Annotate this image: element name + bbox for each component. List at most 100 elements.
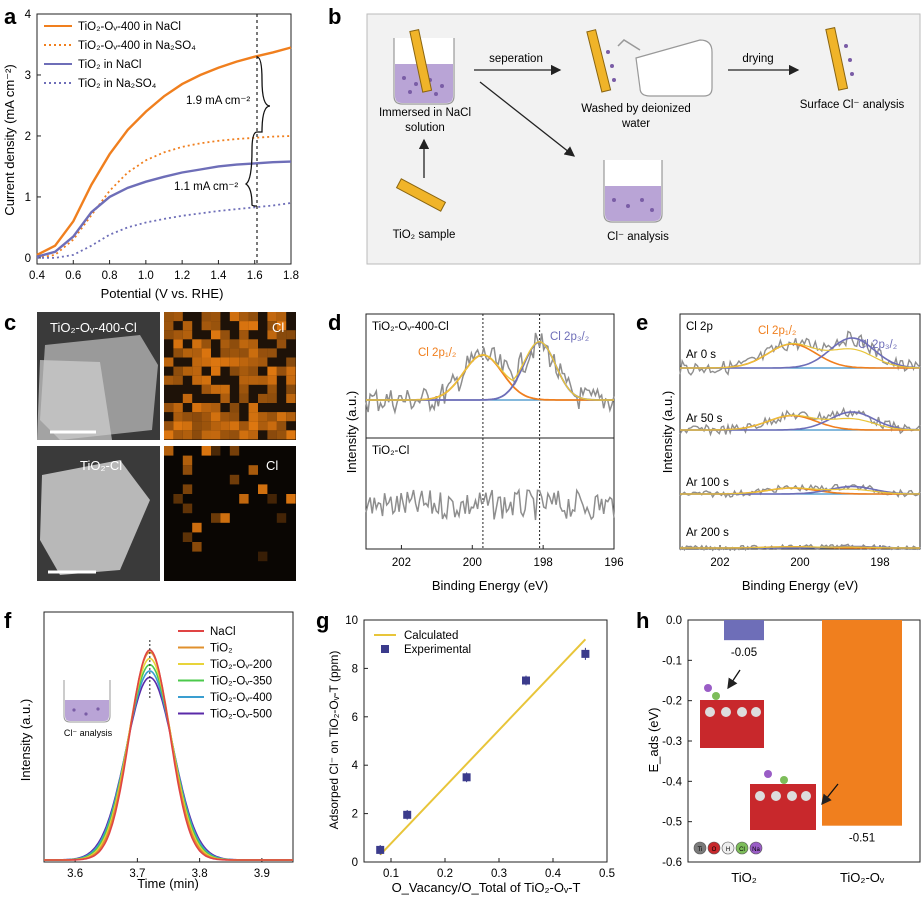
c-top-right-label: Cl	[272, 320, 284, 335]
h-ytick-label: -0.3	[662, 736, 682, 748]
a-xtick-label: 0.8	[102, 270, 118, 282]
c-map-bottom-pixel	[286, 494, 296, 504]
c-map-top-pixel	[239, 348, 249, 358]
a-legend-label-3: TiO₂ in Na₂SO₄	[78, 78, 157, 90]
h-atom-swatch-4	[749, 841, 763, 855]
c-map-top-pixel	[220, 330, 230, 340]
c-map-top-pixel	[248, 366, 258, 376]
c-map-top-pixel	[229, 430, 240, 440]
c-map-top-pixel	[267, 321, 277, 331]
c-map-top-pixel	[229, 366, 240, 376]
c-map-bottom-pixel	[182, 532, 193, 542]
a-legend-label-2: TiO₂ in NaCl	[78, 59, 141, 71]
c-map-bottom-pixel	[211, 513, 221, 523]
a-ytick-label: 1	[25, 192, 31, 204]
c-map-bottom-pixel	[182, 465, 193, 475]
panel-label-e: e	[636, 310, 648, 335]
panel-label-f: f	[4, 608, 12, 633]
c-map-top-pixel	[220, 421, 230, 431]
g-ytick-label: 8	[352, 663, 358, 675]
c-map-top-pixel	[276, 330, 287, 340]
g-ytick-label: 0	[352, 857, 358, 869]
panel-label-b: b	[328, 4, 341, 29]
tio2-sample-icon	[395, 178, 447, 212]
d-xtick-label: 200	[463, 557, 482, 569]
panel-label-c: c	[4, 310, 16, 335]
h-ytick-label: -0.5	[662, 817, 682, 829]
a-ytick-label: 3	[25, 70, 31, 82]
f-series-line-5	[44, 649, 293, 861]
b-step1-line2: solution	[405, 122, 445, 134]
c-map-top-pixel	[248, 357, 258, 367]
c-map-top-pixel	[211, 384, 221, 394]
c-map-top-pixel	[173, 375, 183, 385]
c-map-top-pixel	[201, 375, 211, 385]
a-ytick-label: 4	[25, 9, 32, 21]
h-atom-label-3: Cl	[739, 847, 745, 853]
c-map-top-pixel	[267, 366, 277, 376]
a-series-line-3	[37, 202, 292, 259]
c-map-bottom-pixel	[182, 503, 193, 514]
c-map-top-pixel	[201, 384, 211, 394]
f-xtick-label: 3.9	[254, 868, 270, 880]
c-map-top-pixel	[201, 339, 211, 349]
a-ylabel: Current density (mA cm⁻²)	[2, 64, 17, 215]
c-map-top-pixel	[248, 321, 258, 331]
c-map-top-pixel	[258, 357, 268, 367]
c-map-top-pixel	[164, 403, 174, 413]
c-map-top-pixel	[239, 330, 249, 340]
c-map-top-pixel	[220, 412, 230, 422]
c-map-top-pixel	[192, 375, 202, 385]
c-map-bottom-pixel	[258, 551, 268, 562]
c-map-top-pixel	[267, 348, 277, 358]
c-map-top-pixel	[258, 421, 268, 431]
h-atom-swatch-3	[735, 841, 749, 855]
c-bottom-right-label: Cl	[266, 458, 278, 473]
h-xtick-label-0: TiO₂	[731, 870, 757, 885]
panel-c-eds-maps: TiO₂-Oᵥ-400-Cl Cl TiO₂-Cl Cl	[37, 312, 296, 581]
a-legend-label-1: TiO₂-Oᵥ-400 in Na₂SO₄	[78, 40, 196, 52]
f-xtick-label: 3.7	[129, 868, 145, 880]
c-map-top-pixel	[258, 348, 268, 358]
d-xtick-label: 198	[534, 557, 553, 569]
c-map-top-pixel	[182, 430, 193, 440]
c-map-bottom-pixel	[258, 484, 268, 494]
c-map-top-pixel	[267, 384, 277, 394]
h-bar-0	[724, 620, 764, 641]
a-xtick-label: 0.6	[65, 270, 81, 282]
c-map-top-pixel	[248, 312, 258, 322]
c-map-top-pixel	[201, 430, 211, 440]
panel-label-h: h	[636, 608, 649, 633]
e-trace-label-1: Ar 50 s	[686, 413, 723, 425]
c-map-bottom-pixel	[182, 455, 193, 466]
e-fit-envelope-1	[680, 414, 920, 431]
g-ylabel: Adsorped Cl⁻ on TiO₂-Oᵥ-T (ppm)	[327, 651, 341, 830]
e-xtick-label: 202	[710, 557, 729, 569]
c-map-top-pixel	[239, 375, 249, 385]
c-map-bottom-pixel	[276, 513, 287, 523]
c-map-top-pixel	[286, 430, 296, 440]
b-step2-line1: Washed by deionized	[581, 103, 691, 115]
analysis-beaker-icon	[603, 160, 663, 223]
c-map-top-pixel	[239, 421, 249, 431]
c-map-top-pixel	[239, 393, 249, 403]
c-map-top-pixel	[192, 403, 202, 413]
a-xtick-label: 1.0	[138, 270, 154, 282]
c-map-top-pixel	[258, 393, 268, 403]
h-ytick-label: -0.1	[662, 655, 682, 667]
a-legend: TiO₂-Oᵥ-400 in NaCl TiO₂-Oᵥ-400 in Na₂SO₄…	[44, 21, 196, 90]
c-map-top-pixel	[267, 412, 277, 422]
b-arrow2-label: drying	[742, 53, 773, 65]
g-legend-marker	[381, 645, 389, 653]
e-ylabel: Intensity (a.u.)	[660, 391, 675, 473]
f-ylabel: Intensity (a.u.)	[18, 699, 33, 781]
g-point-1	[403, 810, 412, 819]
c-map-top-pixel	[201, 321, 211, 331]
c-map-top-pixel	[248, 430, 258, 440]
c-map-bottom-pixel	[164, 446, 174, 456]
c-map-top-pixel	[286, 384, 296, 394]
f-xtick-label: 3.8	[192, 868, 208, 880]
c-map-top-pixel	[267, 421, 277, 431]
e-fit-envelope-0	[680, 342, 920, 369]
